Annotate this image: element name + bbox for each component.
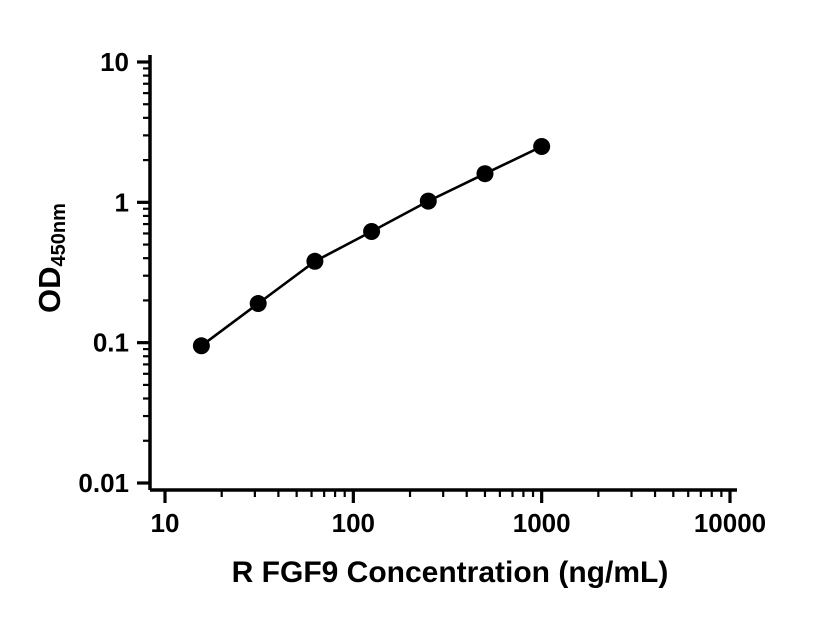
y-axis-label-subscript: 450nm <box>48 203 70 267</box>
y-tick-label: 10 <box>100 47 129 77</box>
x-axis-label: R FGF9 Concentration (ng/mL) <box>231 556 669 589</box>
y-tick-label: 0.01 <box>78 468 129 498</box>
data-point <box>192 337 210 355</box>
data-point <box>249 295 267 313</box>
data-point <box>419 192 437 210</box>
data-point <box>306 252 324 270</box>
y-tick-label: 1 <box>115 187 129 217</box>
x-tick-label: 100 <box>332 508 375 538</box>
x-tick-label: 1000 <box>513 508 571 538</box>
data-point <box>533 137 551 155</box>
y-tick-label: 0.1 <box>93 328 129 358</box>
y-axis-label-main: OD <box>32 266 67 313</box>
x-tick-label: 10000 <box>694 508 766 538</box>
data-point <box>476 165 494 183</box>
y-axis-label: OD450nm <box>32 153 70 363</box>
x-tick-label: 10 <box>151 508 180 538</box>
data-point <box>363 222 381 240</box>
